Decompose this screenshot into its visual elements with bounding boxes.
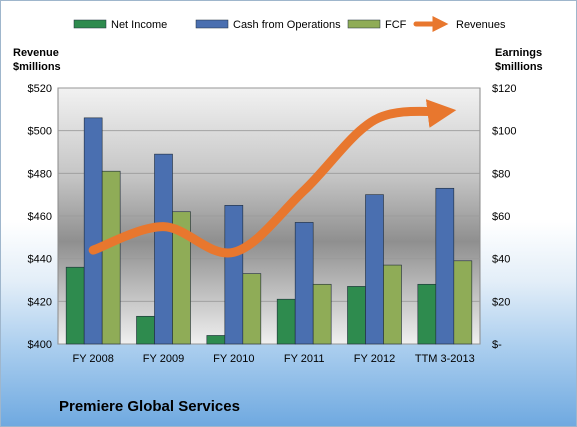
bar-net-income [206, 335, 226, 345]
legend-label: Net Income [111, 19, 167, 31]
left-tick-label: $460 [28, 211, 52, 223]
bar-net-income [417, 283, 437, 345]
revenue-line [88, 99, 457, 258]
bar-net-income [276, 298, 296, 345]
axis-titles: Revenue $millions Earnings $millions [13, 47, 543, 73]
legend: Net Income Cash from Operations FCF Revenue… [73, 15, 506, 33]
right-tick-label: $80 [492, 168, 510, 180]
x-tick-label: FY 2009 [143, 353, 184, 365]
legend-swatch [347, 19, 381, 29]
bar-cash-from-operations [224, 205, 244, 345]
legend-label: FCF [385, 19, 407, 31]
left-tick-label: $420 [28, 296, 52, 308]
right-tick-label: $40 [492, 254, 510, 266]
bar-net-income [136, 315, 155, 345]
bar-fcf [101, 170, 121, 345]
bar-cash-from-operations [365, 194, 384, 345]
x-tick-label: FY 2011 [284, 353, 325, 365]
bar-cash-from-operations [83, 117, 103, 345]
bar-fcf [453, 260, 473, 345]
bar-fcf [242, 273, 262, 345]
bar-cash-from-operations [154, 153, 173, 345]
bar-net-income [65, 266, 85, 345]
bar-cash-from-operations [294, 222, 314, 345]
legend-swatch [73, 19, 107, 29]
right-tick-label: $20 [492, 296, 510, 308]
company-name: Premiere Global Services [59, 398, 240, 415]
left-tick-label: $520 [28, 83, 52, 95]
legend-label: Revenues [456, 19, 506, 31]
revenue-arrow-line [88, 99, 457, 258]
x-tick-label: FY 2008 [72, 353, 113, 365]
bars [65, 117, 473, 345]
right-axis-title: Earnings [495, 47, 542, 59]
left-axis-ticks: $400 $420 $440 $460 $480 $500 $520 [28, 83, 52, 351]
x-tick-label: TTM 3-2013 [415, 353, 475, 365]
left-axis-title: Revenue [13, 47, 59, 59]
bar-net-income [347, 286, 366, 345]
bar-fcf [383, 264, 402, 345]
bar-fcf [312, 283, 332, 345]
right-tick-label: $- [492, 339, 502, 351]
gridlines [58, 87, 480, 345]
right-tick-label: $60 [492, 211, 510, 223]
right-axis-ticks: $- $20 $40 $60 $80 $100 $120 [492, 83, 516, 351]
legend-swatch [195, 19, 229, 29]
x-tick-label: FY 2012 [354, 353, 395, 365]
left-tick-label: $480 [28, 168, 52, 180]
legend-label: Cash from Operations [233, 19, 341, 31]
x-tick-label: FY 2010 [213, 353, 254, 365]
right-tick-label: $120 [492, 83, 516, 95]
right-tick-label: $100 [492, 126, 516, 138]
bar-fcf [172, 211, 191, 345]
left-tick-label: $400 [28, 339, 52, 351]
bar-cash-from-operations [435, 187, 455, 345]
left-tick-label: $500 [28, 126, 52, 138]
x-axis-ticks: FY 2008 FY 2009 FY 2010 FY 2011 FY 2012 TTM 3… [72, 353, 474, 365]
left-axis-title: $millions [13, 61, 61, 73]
right-axis-title: $millions [495, 61, 543, 73]
left-tick-label: $440 [28, 254, 52, 266]
